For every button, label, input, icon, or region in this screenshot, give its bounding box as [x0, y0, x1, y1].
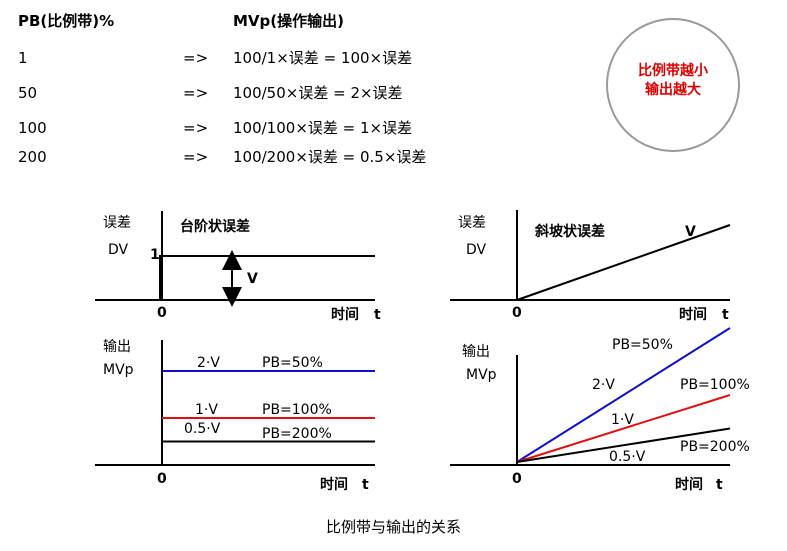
error-label: 误差: [103, 215, 131, 231]
pb-label: PB=100%: [262, 402, 332, 418]
row-formula: 100/1×误差 = 100×误差: [233, 49, 413, 67]
ramp-output-line: [516, 427, 731, 463]
dv-label: DV: [466, 242, 487, 258]
gain-label: 1·V: [195, 402, 218, 418]
header-mv: MVp(操作输出): [233, 12, 344, 30]
pb-label: PB=100%: [680, 377, 750, 393]
origin-label: 0: [157, 305, 167, 321]
row-formula: 100/200×误差 = 0.5×误差: [233, 148, 427, 166]
time-label: 时间: [331, 307, 359, 323]
time-label: 时间: [679, 307, 707, 323]
callout-circle: [606, 18, 740, 152]
pb-label: PB=50%: [612, 337, 673, 353]
graph-title: 台阶状误差: [180, 219, 250, 235]
row-arrow: =>: [183, 119, 209, 137]
gain-label: 1·V: [611, 412, 634, 428]
pb-label: PB=50%: [262, 355, 323, 371]
output-label: 输出: [103, 339, 131, 355]
header-pb: PB(比例带)%: [18, 12, 115, 30]
ramp-error-line: [516, 224, 731, 301]
callout-line1: 比例带越小: [638, 63, 708, 79]
t-label: t: [722, 307, 729, 323]
step-error-line: [159, 255, 375, 300]
ramp-error-graph: [450, 210, 731, 301]
mvp-label: MVp: [466, 367, 497, 383]
row-pb: 1: [18, 49, 28, 67]
time-label: 时间: [675, 477, 703, 493]
v-label: V: [685, 224, 696, 240]
origin-label: 0: [157, 471, 167, 487]
step-error-graph: [95, 211, 375, 307]
row-pb: 200: [18, 148, 47, 166]
mvp-label: MVp: [103, 362, 134, 378]
error-label: 误差: [458, 215, 486, 231]
gain-label: 2·V: [197, 355, 220, 371]
gain-label: 2·V: [592, 377, 615, 393]
ramp-output-line: [516, 327, 731, 463]
t-label: t: [716, 477, 723, 493]
output-label: 输出: [462, 344, 490, 360]
ramp-output-graph: [450, 327, 731, 466]
time-label: 时间: [320, 477, 348, 493]
one-tick-label: 1: [150, 247, 160, 263]
row-pb: 100: [18, 119, 47, 137]
graph-title: 斜坡状误差: [535, 224, 605, 240]
row-formula: 100/100×误差 = 1×误差: [233, 119, 413, 137]
step-output-graph: [95, 340, 375, 466]
ramp-output-line: [516, 394, 731, 463]
row-arrow: =>: [183, 84, 209, 102]
pb-label: PB=200%: [680, 439, 750, 455]
pb-label: PB=200%: [262, 426, 332, 442]
gain-label: 0.5·V: [184, 421, 221, 437]
row-arrow: =>: [183, 148, 209, 166]
row-pb: 50: [18, 84, 38, 102]
origin-label: 0: [512, 305, 522, 321]
v-label: V: [247, 271, 258, 287]
gain-label: 0.5·V: [609, 449, 646, 465]
dv-label: DV: [108, 242, 129, 258]
row-formula: 100/50×误差 = 2×误差: [233, 84, 403, 102]
figure-caption: 比例带与输出的关系: [325, 518, 461, 536]
row-arrow: =>: [183, 49, 209, 67]
callout-line2: 输出越大: [645, 82, 701, 98]
t-label: t: [374, 307, 381, 323]
t-label: t: [362, 477, 369, 493]
origin-label: 0: [512, 471, 522, 487]
